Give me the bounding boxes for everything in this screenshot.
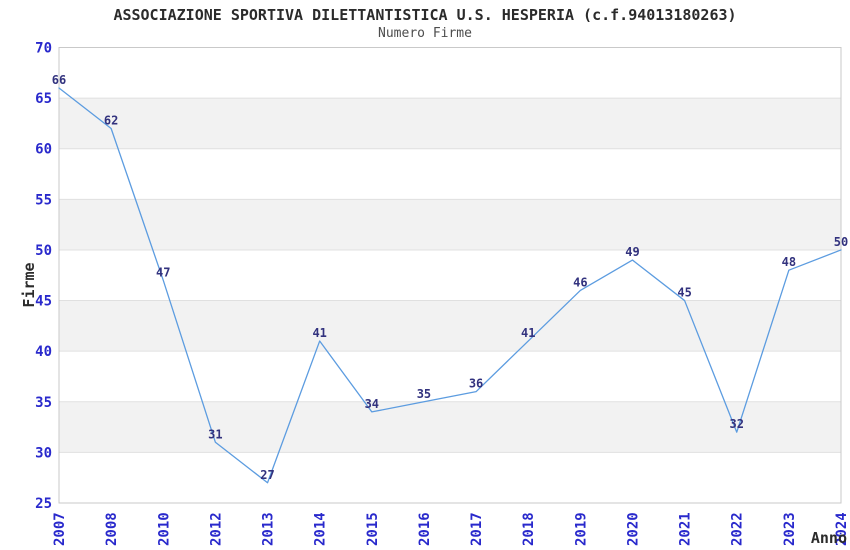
x-tick-label: 2012 bbox=[208, 512, 224, 546]
data-label: 41 bbox=[312, 326, 326, 340]
data-label: 47 bbox=[156, 265, 170, 279]
chart-title: ASSOCIAZIONE SPORTIVA DILETTANTISTICA U.… bbox=[113, 6, 737, 24]
series-line bbox=[58, 87, 842, 484]
data-label: 48 bbox=[782, 255, 796, 269]
x-tick-label: 2016 bbox=[417, 512, 433, 546]
data-label: 66 bbox=[52, 73, 66, 87]
plot-band bbox=[59, 300, 841, 352]
x-axis-title: Anno bbox=[810, 529, 847, 547]
x-tick-label: 2015 bbox=[365, 512, 381, 546]
plot-band bbox=[59, 249, 841, 301]
x-tick-label: 2021 bbox=[678, 512, 694, 546]
y-tick-label: 45 bbox=[35, 294, 52, 310]
x-tick-label: 2018 bbox=[521, 512, 537, 546]
data-label: 35 bbox=[417, 387, 431, 401]
data-label: 49 bbox=[625, 245, 639, 259]
data-label: 46 bbox=[573, 275, 587, 289]
data-label: 50 bbox=[834, 235, 848, 249]
y-tick-label: 60 bbox=[35, 142, 52, 158]
y-tick-label: 55 bbox=[35, 192, 52, 208]
plot-band bbox=[59, 47, 841, 99]
y-tick-label: 65 bbox=[35, 91, 52, 107]
data-label: 62 bbox=[104, 113, 118, 127]
y-tick-label: 30 bbox=[35, 445, 52, 461]
plot-band bbox=[59, 199, 841, 250]
x-tick-label: 2020 bbox=[625, 512, 641, 546]
x-tick-label: 2013 bbox=[261, 512, 277, 546]
x-tick-label: 2007 bbox=[52, 512, 68, 546]
chart-subtitle: Numero Firme bbox=[378, 26, 472, 41]
y-tick-label: 35 bbox=[35, 395, 52, 411]
data-label: 32 bbox=[730, 417, 744, 431]
plot-band bbox=[59, 401, 841, 453]
y-tick-label: 50 bbox=[35, 243, 52, 259]
plot-band bbox=[59, 351, 841, 402]
data-label: 41 bbox=[521, 326, 535, 340]
data-label: 36 bbox=[469, 377, 483, 391]
x-tick-label: 2023 bbox=[782, 512, 798, 546]
data-label: 45 bbox=[677, 286, 691, 300]
data-label: 34 bbox=[365, 397, 379, 411]
plot-border bbox=[58, 47, 842, 504]
data-label: 31 bbox=[208, 427, 222, 441]
x-tick-label: 2008 bbox=[104, 512, 120, 546]
plot-band bbox=[59, 98, 841, 149]
x-tick-label: 2024 bbox=[834, 512, 850, 546]
y-tick-label: 70 bbox=[35, 41, 52, 57]
plot-band bbox=[59, 452, 841, 503]
x-tick-label: 2019 bbox=[573, 512, 589, 546]
x-tick-label: 2014 bbox=[313, 512, 329, 546]
x-tick-label: 2010 bbox=[156, 512, 172, 546]
y-tick-label: 40 bbox=[35, 344, 52, 360]
plot-band bbox=[59, 148, 841, 200]
x-tick-label: 2022 bbox=[730, 512, 746, 546]
data-label: 27 bbox=[260, 468, 274, 482]
x-tick-label: 2017 bbox=[469, 512, 485, 546]
y-tick-label: 25 bbox=[35, 496, 52, 512]
